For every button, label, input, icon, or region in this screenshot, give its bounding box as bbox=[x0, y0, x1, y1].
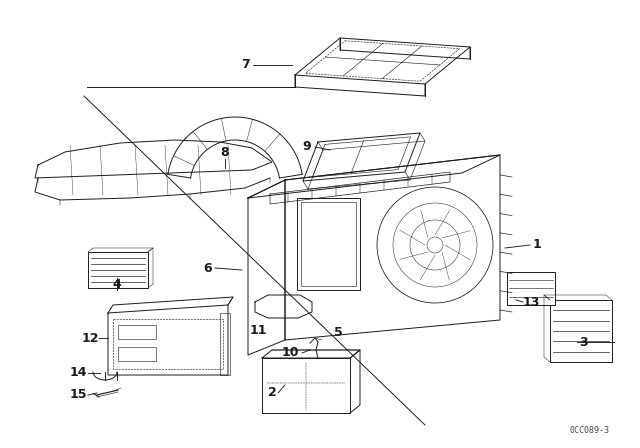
Bar bbox=[550, 300, 612, 362]
Text: 10: 10 bbox=[281, 346, 299, 359]
Text: 8: 8 bbox=[221, 146, 229, 159]
Text: 4: 4 bbox=[113, 279, 122, 292]
Bar bbox=[262, 358, 350, 413]
Text: 14: 14 bbox=[69, 366, 87, 379]
Bar bbox=[301, 202, 356, 286]
Text: 0CC089-3: 0CC089-3 bbox=[570, 426, 610, 435]
Text: 6: 6 bbox=[204, 262, 212, 275]
Text: 11: 11 bbox=[249, 323, 267, 336]
Bar bbox=[507, 272, 555, 305]
Text: 7: 7 bbox=[241, 59, 250, 72]
Bar bbox=[88, 252, 148, 288]
Bar bbox=[220, 313, 230, 375]
Text: 15: 15 bbox=[69, 388, 87, 401]
Text: 3: 3 bbox=[579, 336, 588, 349]
Bar bbox=[113, 319, 223, 369]
Bar bbox=[297, 198, 360, 290]
Text: 5: 5 bbox=[333, 326, 342, 339]
Text: 12: 12 bbox=[81, 332, 99, 345]
Bar bbox=[118, 325, 156, 339]
Text: 13: 13 bbox=[522, 296, 540, 309]
Text: 9: 9 bbox=[303, 141, 311, 154]
Text: 2: 2 bbox=[268, 387, 276, 400]
Text: 1: 1 bbox=[532, 238, 541, 251]
Bar bbox=[118, 347, 156, 361]
